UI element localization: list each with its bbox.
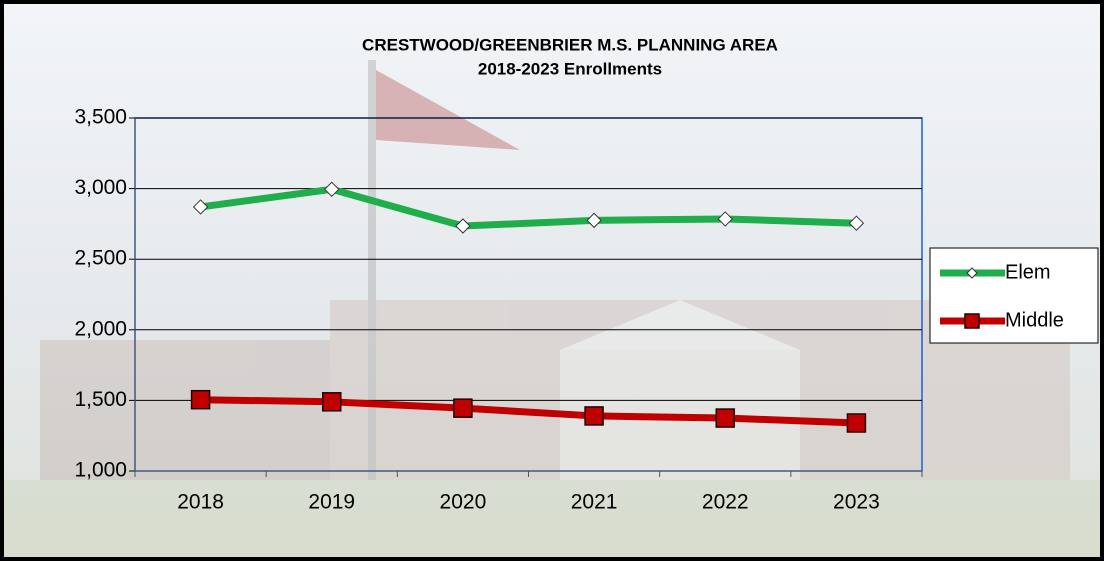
marker <box>846 413 867 433</box>
y-tick-label: 2,500 <box>74 247 127 270</box>
x-tick-label: 2020 <box>440 491 487 514</box>
flag <box>376 70 520 150</box>
chart-title: CRESTWOOD/GREENBRIER M.S. PLANNING AREA <box>362 35 778 54</box>
y-tick-label: 1,500 <box>74 388 127 411</box>
x-tick-label: 2022 <box>702 491 749 514</box>
x-tick-label: 2021 <box>571 491 618 514</box>
series-line <box>200 185 857 230</box>
background <box>4 4 1100 557</box>
y-tick-label: 2,000 <box>74 317 127 340</box>
marker <box>324 181 340 198</box>
y-tick-label: 1,000 <box>74 459 127 482</box>
legend-label: Middle <box>1005 309 1064 331</box>
x-tick-label: 2018 <box>177 491 224 514</box>
marker <box>453 398 473 418</box>
x-tick-label: 2023 <box>833 491 880 514</box>
y-tick-label: 3,000 <box>74 176 127 199</box>
chart-subtitle: 2018-2023 Enrollments <box>478 59 662 78</box>
marker <box>190 389 211 410</box>
marker <box>322 392 342 412</box>
marker <box>848 215 865 231</box>
legend-label: Elem <box>1005 261 1051 283</box>
legend-marker <box>964 313 980 329</box>
gable <box>560 300 800 350</box>
series-line <box>200 396 857 427</box>
building-left <box>40 340 340 480</box>
marker <box>586 212 602 229</box>
legend-box <box>929 247 1099 344</box>
marker <box>717 211 733 227</box>
flagpole <box>368 60 376 480</box>
marker <box>715 408 735 428</box>
lawn <box>4 480 1100 557</box>
marker <box>584 406 604 426</box>
marker <box>192 199 209 215</box>
marker <box>455 218 471 234</box>
legend-marker <box>966 267 978 279</box>
y-tick-label: 3,500 <box>74 106 127 129</box>
x-tick-label: 2019 <box>308 491 355 514</box>
